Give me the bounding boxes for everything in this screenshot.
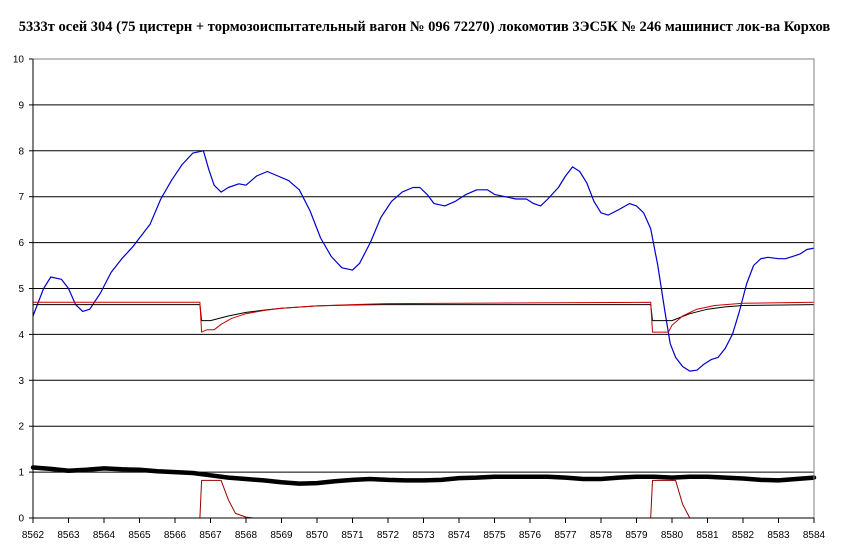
series-line-4 (30, 465, 817, 486)
x-tick-label: 8575 (483, 530, 506, 541)
axes (29, 58, 815, 523)
chart-title: 5333т осей 304 (75 цистерн + тормозоиспы… (18, 19, 831, 35)
x-tick-label: 8564 (93, 530, 116, 541)
x-tick-label: 8571 (341, 530, 364, 541)
x-tick-label: 8568 (235, 530, 258, 541)
x-tick-label: 8573 (412, 530, 435, 541)
x-tick-label: 8580 (661, 530, 684, 541)
x-tick-label: 8578 (590, 530, 613, 541)
x-tick-labels: 8562 8563 8564 8565 8566 8567 8568 8569 8570 8571… (22, 530, 826, 541)
x-tick-label: 8576 (519, 530, 542, 541)
x-tick-label: 8584 (803, 530, 826, 541)
x-tick-label: 8565 (128, 530, 151, 541)
x-tick-label: 8579 (625, 530, 648, 541)
y-tick-label: 5 (18, 284, 24, 295)
y-tick-label: 9 (18, 100, 24, 111)
y-tick-label: 10 (13, 55, 25, 66)
series-line-2 (32, 304, 815, 322)
x-tick-label: 8574 (448, 530, 471, 541)
x-tick-label: 8570 (306, 530, 329, 541)
y-tick-label: 8 (18, 146, 24, 157)
x-tick-label: 8583 (767, 530, 790, 541)
y-tick-label: 3 (18, 376, 24, 387)
x-tick-label: 8567 (199, 530, 222, 541)
x-tick-label: 8569 (270, 530, 293, 541)
y-tick-label: 7 (18, 192, 24, 203)
y-tick-labels: 0 1 2 3 4 5 6 7 8 9 10 (13, 55, 25, 525)
y-tick-label: 6 (18, 238, 24, 249)
x-tick-label: 8566 (164, 530, 187, 541)
y-tick-label: 1 (18, 468, 24, 479)
series-line-1 (32, 150, 815, 372)
x-tick-label: 8577 (554, 530, 577, 541)
series-group (30, 150, 817, 519)
x-tick-label: 8581 (696, 530, 719, 541)
x-tick-label: 8562 (22, 530, 45, 541)
series-line-5 (32, 479, 815, 519)
x-tick-label: 8582 (732, 530, 755, 541)
y-tick-label: 4 (18, 330, 24, 341)
x-tick-label: 8572 (377, 530, 400, 541)
y-tick-label: 0 (18, 514, 24, 525)
series-line-3 (32, 301, 815, 333)
gridlines (33, 58, 814, 519)
y-tick-label: 2 (18, 422, 24, 433)
x-tick-label: 8563 (57, 530, 80, 541)
